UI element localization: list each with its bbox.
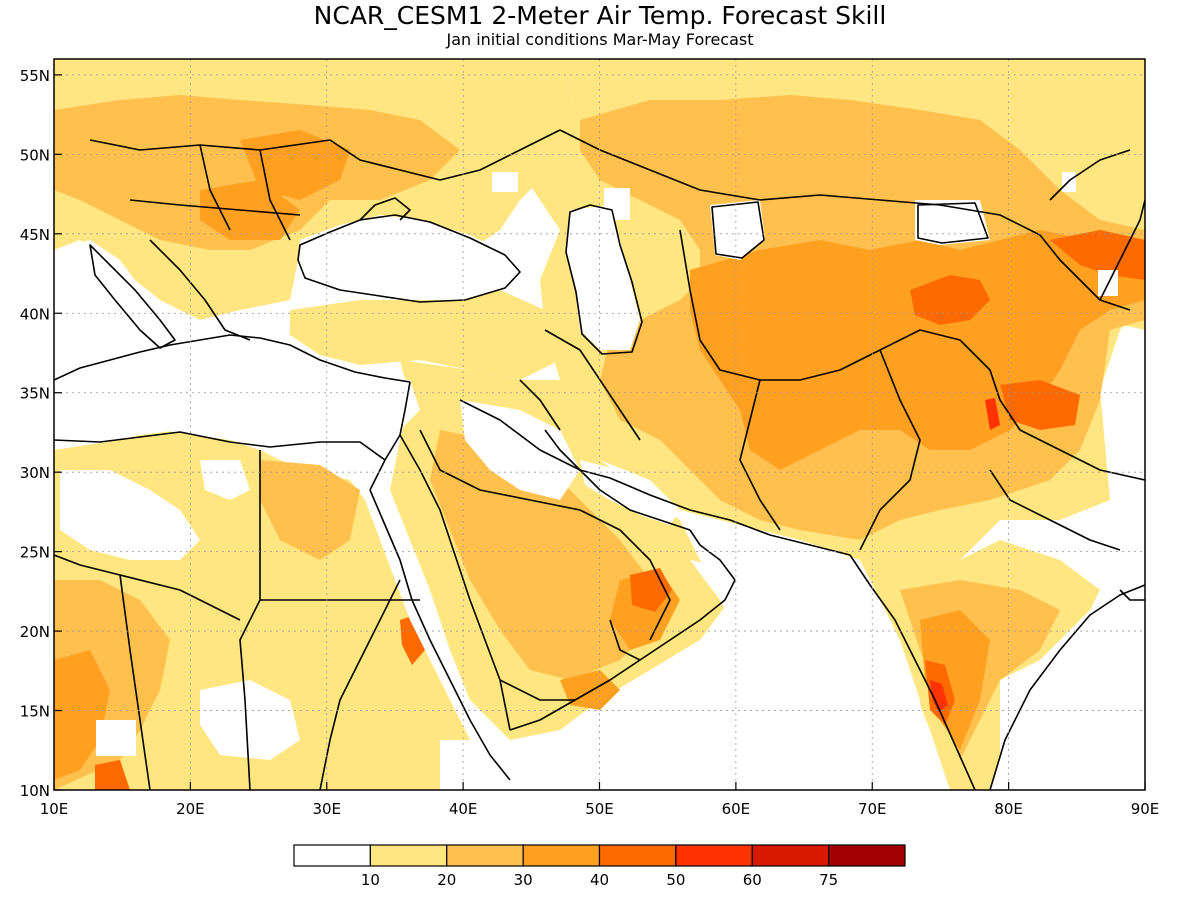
skill-level-30 [54, 130, 1145, 780]
lon-tick-label: 20E [176, 800, 205, 818]
lat-tick-label: 25N [20, 544, 50, 562]
lon-tick-label: 90E [1131, 800, 1160, 818]
lat-tick-label: 15N [20, 703, 50, 721]
lat-tick-label: 45N [20, 226, 50, 244]
coastlines-and-borders [54, 129, 1145, 790]
legend-label: 75 [819, 871, 838, 889]
lon-tick-label: 30E [312, 800, 341, 818]
lon-tick-label: 40E [449, 800, 478, 818]
skill-shading [54, 59, 1145, 790]
legend-label: 40 [590, 871, 609, 889]
legend-label: 10 [361, 871, 380, 889]
map-subtitle: Jan initial conditions Mar-May Forecast [445, 30, 753, 49]
skill-level-40 [95, 230, 1145, 790]
map-title: NCAR_CESM1 2-Meter Air Temp. Forecast Sk… [314, 1, 887, 30]
legend-label: 20 [437, 871, 456, 889]
legend-colorbar: 10 20 30 40 50 60 75 [293, 844, 906, 889]
legend-swatch [751, 844, 830, 867]
lat-tick-label: 10N [20, 782, 50, 800]
lon-tick-label: 50E [585, 800, 614, 818]
legend-swatch [522, 844, 601, 867]
lat-tick-label: 50N [20, 146, 50, 164]
legend-swatch [293, 844, 371, 867]
legend-swatch [446, 844, 524, 867]
legend-swatch [598, 844, 677, 867]
grid-lines [54, 59, 1145, 790]
legend-label: 30 [514, 871, 533, 889]
lon-tick-label: 70E [858, 800, 887, 818]
lat-tick-label: 40N [20, 305, 50, 323]
low-skill-areas [54, 172, 1145, 790]
legend-swatch [828, 844, 906, 867]
lon-tick-label: 60E [722, 800, 751, 818]
map-axes: 10E 20E 30E 40E 50E 60E 70E 80E 90E 10N 15N 20N 25N 3… [20, 67, 1160, 818]
lat-tick-label: 20N [20, 623, 50, 641]
lon-tick-label: 80E [994, 800, 1023, 818]
lat-tick-label: 55N [20, 67, 50, 85]
legend-swatch [675, 844, 753, 867]
lon-tick-label: 10E [40, 800, 69, 818]
legend-label: 50 [666, 871, 685, 889]
legend-swatch [369, 844, 448, 867]
legend-label: 60 [743, 871, 762, 889]
skill-level-50 [930, 398, 1000, 712]
lat-tick-label: 30N [20, 464, 50, 482]
lat-tick-label: 35N [20, 385, 50, 403]
